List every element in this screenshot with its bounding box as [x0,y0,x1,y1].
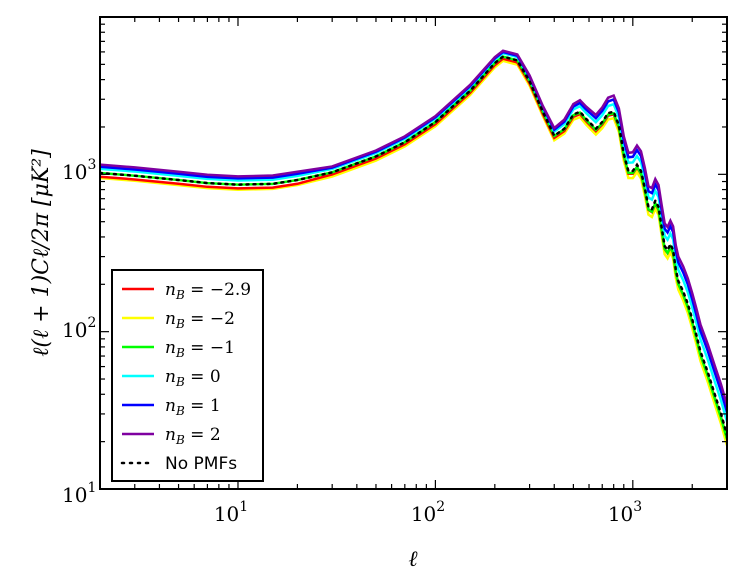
legend-label: nB = −1 [165,338,235,360]
series-line [100,55,727,437]
legend-items: nB = −2.9 nB = −2 nB = −1 nB = 0 nB = 1 nB = … [120,280,251,474]
legend: nB = −2.9 nB = −2 nB = −1 nB = 0 nB = 1 nB = … [111,269,264,482]
legend-label: nB = 2 [165,425,221,447]
y-axis-label: ℓ(ℓ + 1)Cℓ/2π [μK²] [29,149,54,357]
plot-frame [99,16,728,490]
x-tick-label-100: 102 [411,499,445,526]
legend-label: nB = 1 [165,396,221,418]
legend-label: nB = −2 [165,309,235,331]
series-line [100,49,727,406]
x-axis-label: ℓ [408,547,418,572]
y-tick-label-10: 101 [62,480,96,507]
x-tick-label-10: 101 [214,499,248,526]
legend-label: No PMFs [165,454,237,474]
x-tick-label-1000: 103 [608,499,642,526]
y-tick-label-100: 102 [62,315,96,342]
y-tick-label-1000: 103 [62,157,96,184]
legend-label: nB = 0 [165,367,221,389]
plot-curves [100,49,727,446]
legend-label: nB = −2.9 [165,280,251,302]
